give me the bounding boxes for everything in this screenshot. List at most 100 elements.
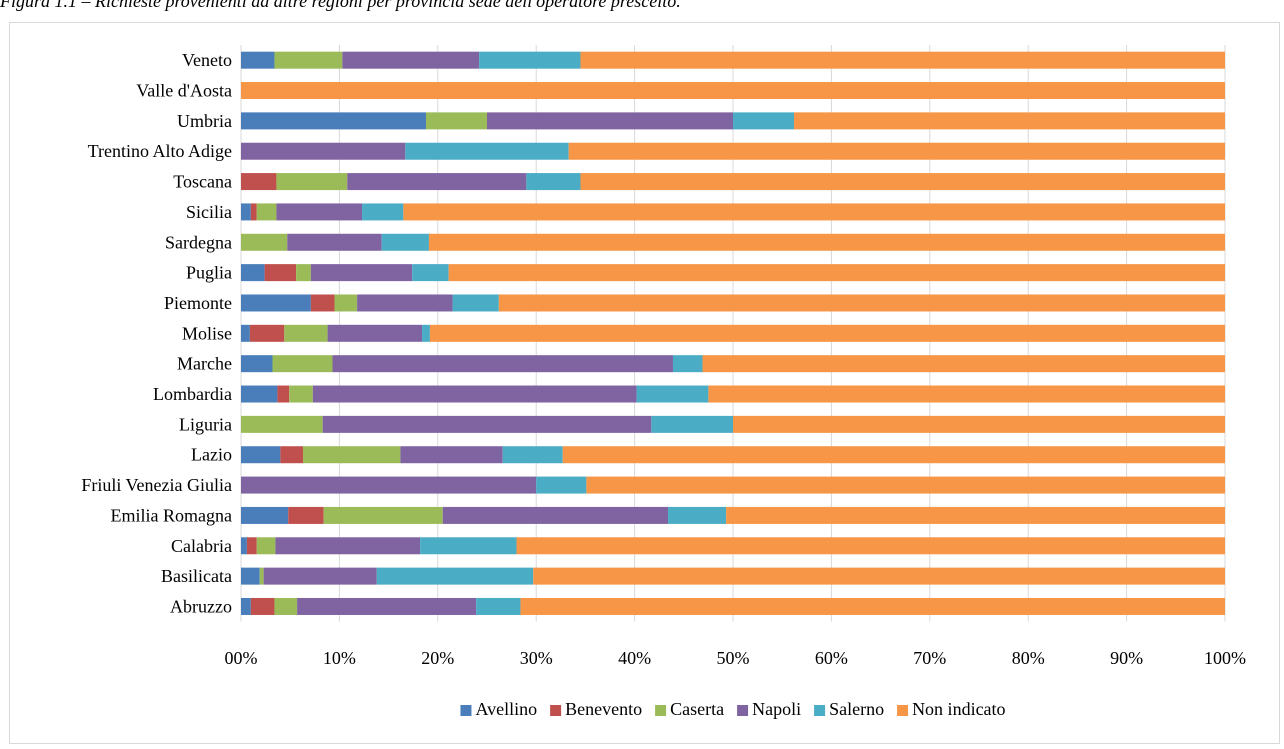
bar-napoli	[332, 355, 673, 373]
bar-avellino	[241, 112, 426, 130]
legend-swatch-benevento	[550, 705, 562, 716]
bar-napoli	[442, 506, 669, 524]
legend-label-caserta: Caserta	[670, 699, 724, 719]
bar-avellino	[241, 597, 251, 615]
bar-caserta	[289, 385, 313, 403]
bar-avellino	[241, 355, 273, 373]
bar-non-indicato	[580, 51, 1225, 69]
bar-salerno	[376, 567, 534, 585]
category-label: Sardegna	[165, 232, 232, 252]
category-label: Marche	[177, 354, 232, 374]
bar-salerno	[381, 233, 429, 251]
x-tick-label: 00%	[225, 648, 258, 668]
legend-swatch-avellino	[460, 705, 472, 716]
x-tick-label: 90%	[1110, 648, 1143, 668]
category-label: Sicilia	[186, 202, 232, 222]
bar-non-indicato	[520, 597, 1225, 615]
bar-avellino	[241, 506, 289, 524]
bar-benevento	[250, 203, 257, 221]
bar-caserta	[272, 355, 333, 373]
bar-caserta	[296, 264, 311, 282]
bar-avellino	[241, 203, 251, 221]
bar-non-indicato	[429, 324, 1226, 342]
category-label: Emilia Romagna	[111, 505, 232, 525]
bar-benevento	[288, 506, 324, 524]
bar-avellino	[241, 294, 311, 312]
bar-salerno	[636, 385, 709, 403]
bar-non-indicato	[794, 112, 1225, 130]
category-label: Toscana	[173, 172, 232, 192]
x-tick-label: 100%	[1204, 648, 1246, 668]
x-tick-label: 50%	[717, 648, 750, 668]
bar-caserta	[259, 567, 264, 585]
legend-swatch-caserta	[655, 705, 667, 716]
bar-caserta	[274, 597, 298, 615]
bar-salerno	[526, 173, 581, 191]
x-tick-label: 30%	[520, 648, 553, 668]
bar-non-indicato	[241, 82, 1225, 100]
bar-napoli	[241, 142, 406, 160]
legend-label-non-indicato: Non indicato	[912, 699, 1005, 719]
bar-non-indicato	[448, 264, 1225, 282]
category-label: Liguria	[179, 414, 232, 434]
category-labels: Veneto Valle d'Aosta Umbria Trentino Alto A…	[81, 50, 232, 616]
category-label: Basilicata	[161, 566, 232, 586]
category-label: Trentino Alto Adige	[88, 141, 232, 161]
bar-salerno	[479, 51, 581, 69]
x-tick-label: 40%	[618, 648, 651, 668]
legend-label-salerno: Salerno	[829, 699, 884, 719]
bar-salerno	[502, 446, 563, 464]
bar-non-indicato	[516, 537, 1225, 555]
bar-napoli	[327, 324, 423, 342]
bar-non-indicato	[726, 506, 1225, 524]
bar-avellino	[241, 264, 265, 282]
bar-non-indicato	[586, 476, 1225, 494]
bar-caserta	[256, 203, 277, 221]
legend-label-napoli: Napoli	[752, 699, 801, 719]
bar-napoli	[357, 294, 453, 312]
bar-non-indicato	[533, 567, 1225, 585]
bar-salerno	[536, 476, 587, 494]
bar-napoli	[310, 264, 413, 282]
bar-non-indicato	[580, 173, 1225, 191]
bar-benevento	[277, 385, 290, 403]
bar-benevento	[310, 294, 335, 312]
bar-salerno	[422, 324, 430, 342]
bar-non-indicato	[428, 233, 1226, 251]
bar-avellino	[241, 324, 250, 342]
legend-swatch-napoli	[737, 705, 749, 716]
legend-swatch-salerno	[814, 705, 826, 716]
bar-napoli	[342, 51, 480, 69]
bar-napoli	[275, 537, 421, 555]
bar-napoli	[322, 415, 652, 433]
bar-benevento	[241, 173, 277, 191]
bar-non-indicato	[568, 142, 1225, 160]
bar-salerno	[412, 264, 449, 282]
bar-salerno	[405, 142, 569, 160]
category-label: Puglia	[186, 263, 232, 283]
figure-caption: Figura 1.1 – Richieste provenienti da al…	[0, 0, 681, 11]
bar-non-indicato	[498, 294, 1226, 312]
bar-salerno	[733, 112, 795, 130]
bar-caserta	[241, 415, 323, 433]
category-label: Abruzzo	[170, 596, 232, 616]
stacked-bar-chart: Veneto Valle d'Aosta Umbria Trentino Alto A…	[81, 45, 1246, 719]
category-label: Piemonte	[164, 293, 232, 313]
bar-caserta	[256, 537, 276, 555]
bar-caserta	[425, 112, 487, 130]
bar-salerno	[420, 537, 517, 555]
bar-napoli	[263, 567, 377, 585]
x-tick-label: 60%	[815, 648, 848, 668]
bar-napoli	[347, 173, 527, 191]
bar-benevento	[246, 537, 257, 555]
bar-benevento	[250, 597, 275, 615]
x-tick-label: 80%	[1012, 648, 1045, 668]
bar-non-indicato	[562, 446, 1225, 464]
bar-avellino	[241, 385, 278, 403]
bar-salerno	[476, 597, 521, 615]
bar-napoli	[487, 112, 733, 130]
category-label: Friuli Venezia Giulia	[81, 475, 232, 495]
category-label: Calabria	[171, 536, 232, 556]
bar-benevento	[280, 446, 303, 464]
bar-caserta	[334, 294, 358, 312]
